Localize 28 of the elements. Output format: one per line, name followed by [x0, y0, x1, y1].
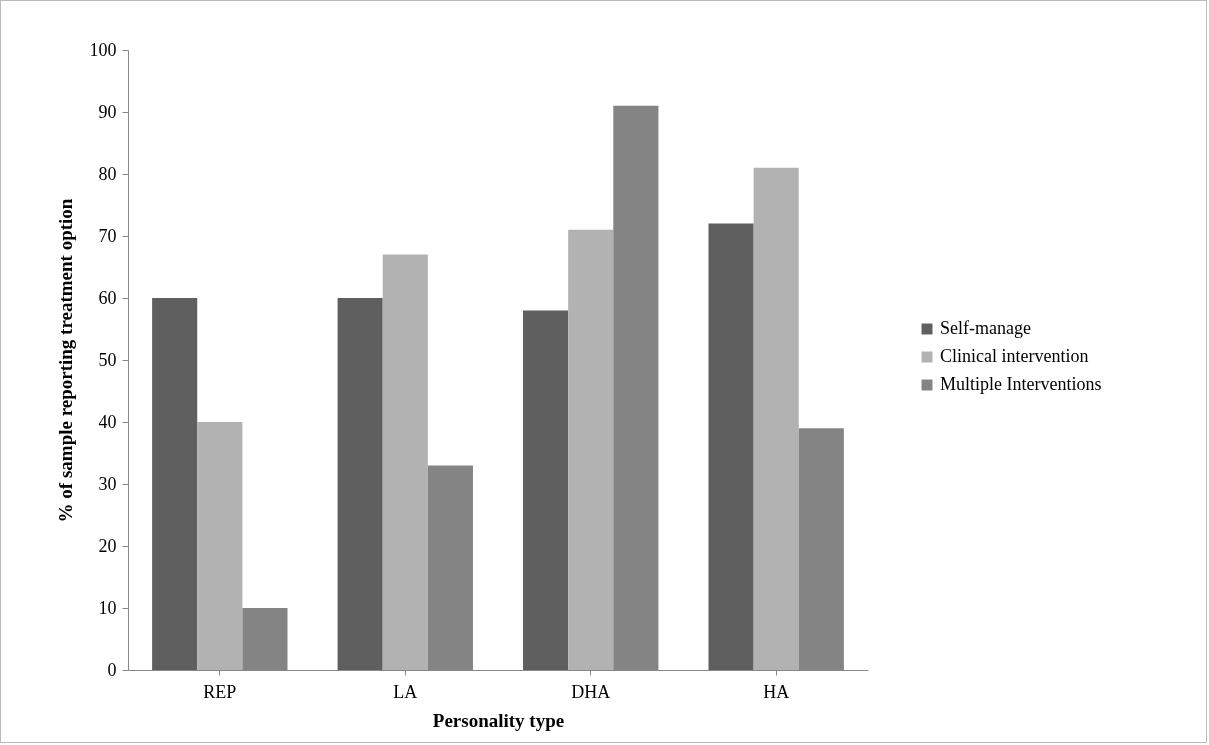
- y-tick-label: 40: [98, 411, 117, 432]
- y-tick-label: 10: [98, 597, 117, 618]
- legend-label: Self-manage: [940, 318, 1031, 338]
- y-tick-label: 80: [98, 163, 117, 184]
- y-tick-label: 60: [98, 287, 117, 308]
- y-tick-label: 0: [107, 659, 117, 680]
- bar: [708, 223, 754, 670]
- x-tick-label: REP: [203, 681, 237, 702]
- bar: [753, 167, 799, 670]
- legend-label: Multiple Interventions: [940, 374, 1102, 394]
- y-tick-label: 90: [98, 101, 117, 122]
- bar: [382, 254, 428, 670]
- bar: [152, 298, 198, 670]
- bar: [568, 229, 614, 670]
- x-tick-label: HA: [763, 681, 790, 702]
- y-tick-label: 70: [98, 225, 117, 246]
- legend-label: Clinical intervention: [940, 346, 1089, 366]
- y-tick-label: 50: [98, 349, 117, 370]
- y-tick-label: 100: [89, 39, 117, 60]
- y-tick-label: 30: [98, 473, 117, 494]
- x-axis-title: Personality type: [432, 709, 565, 731]
- bar: [197, 422, 243, 670]
- x-tick-label: LA: [393, 681, 418, 702]
- y-axis-title: % of sample reporting treatment option: [54, 198, 76, 523]
- x-tick-label: DHA: [571, 681, 611, 702]
- bar: [337, 298, 383, 670]
- bar: [523, 310, 569, 670]
- y-tick-label: 20: [98, 535, 117, 556]
